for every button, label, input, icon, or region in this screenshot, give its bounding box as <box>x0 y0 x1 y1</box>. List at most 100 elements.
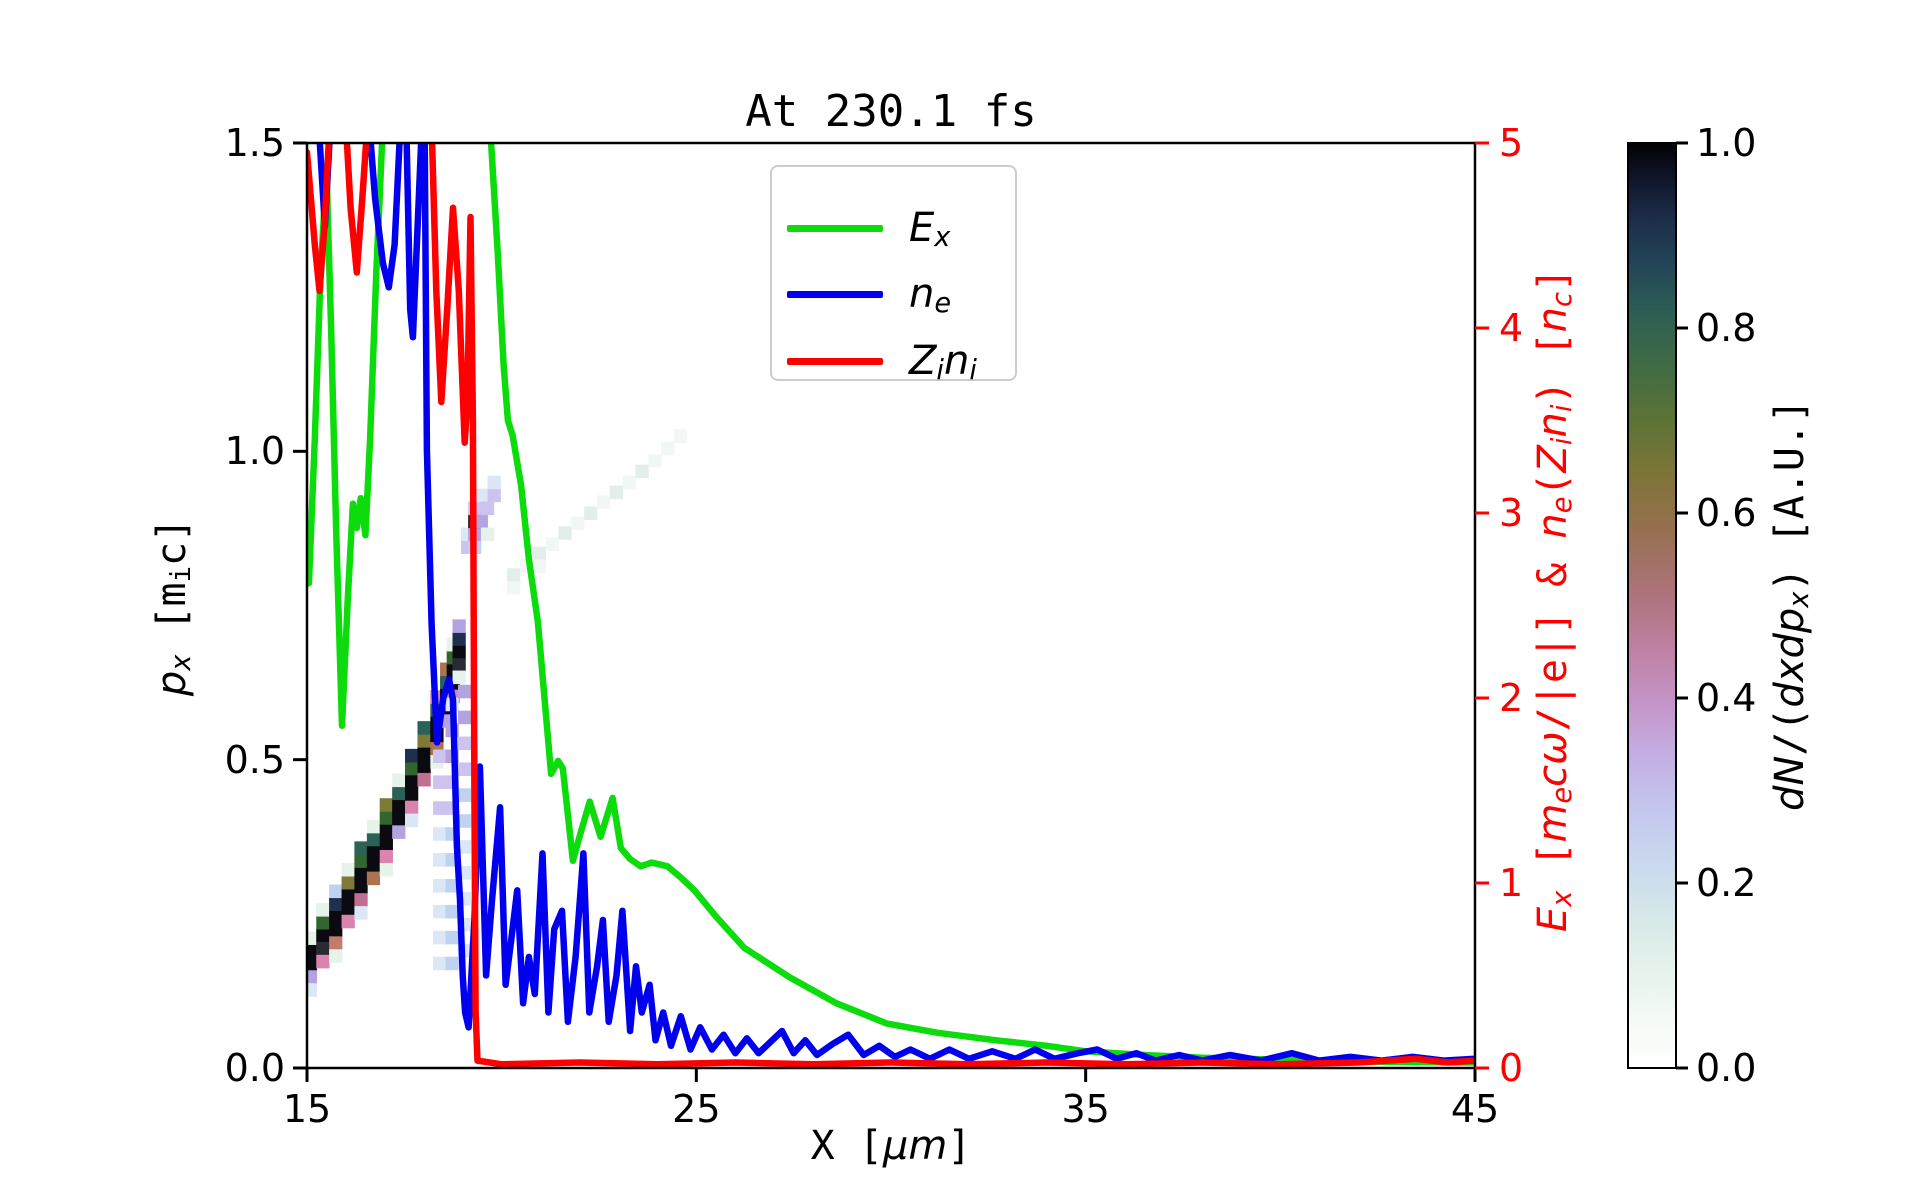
heatmap-cell <box>584 506 598 521</box>
heatmap-cell <box>392 773 406 788</box>
heatmap-cell <box>366 858 381 873</box>
plot-frame <box>305 141 1477 1070</box>
heatmap-cell <box>648 454 662 468</box>
heatmap-cell <box>507 568 521 582</box>
heatmap-cell <box>480 501 495 516</box>
series-line-ne <box>316 143 1475 1064</box>
legend-item-Zini: Zini <box>787 338 977 386</box>
x-axis-label: X [μm] <box>810 1123 972 1169</box>
series-line-Zini <box>307 143 1475 1068</box>
x-tick-label: 35 <box>1061 1087 1110 1131</box>
heatmap-cell <box>405 813 419 828</box>
heatmap-cell <box>329 897 343 912</box>
heatmap-cell <box>433 904 447 919</box>
heatmap-cell <box>457 710 472 725</box>
heatmap-cell <box>609 485 624 500</box>
heatmap-cell <box>341 862 355 877</box>
heatmap-cell <box>316 954 330 969</box>
heatmap-cell <box>532 546 546 561</box>
heatmap-cell <box>433 801 447 815</box>
heatmap-cell <box>366 832 381 847</box>
colorbar-tick-label: 0.6 <box>1696 491 1757 535</box>
heatmap-cell <box>457 788 472 802</box>
heatmap-cell <box>452 658 466 672</box>
colorbar-tick-label: 1.0 <box>1696 121 1757 165</box>
colorbar-tick-label: 0.2 <box>1696 861 1757 905</box>
y-axis-left-label: px [mic] <box>149 517 197 697</box>
heatmap-cell <box>622 475 636 490</box>
heatmap-cell <box>341 875 355 890</box>
y-axis-right-label: Ex [mecω/|e|] & ne(Zini) [nc] <box>1530 267 1578 933</box>
heatmap-cell <box>674 429 688 443</box>
heatmap-cell <box>354 841 368 855</box>
heatmap-cell <box>445 930 459 945</box>
heatmap-cell <box>433 775 447 789</box>
heatmap-cell <box>379 850 393 864</box>
heatmap-cell <box>392 825 406 839</box>
heatmap-cell <box>417 734 431 748</box>
heatmap-cell <box>635 464 649 479</box>
heatmap-cell <box>366 819 381 834</box>
heatmap-cell <box>316 928 330 943</box>
colorbar-label: dN/(dxdpx) [A.U.] <box>1767 398 1815 812</box>
heatmap-cell <box>457 684 472 699</box>
heatmap-cell <box>307 983 318 997</box>
heatmap-cell <box>379 824 393 838</box>
heatmap-cell <box>452 645 466 659</box>
heatmap-cell <box>366 845 381 860</box>
heatmap-cell <box>417 772 431 787</box>
y-left-tick-label: 0.0 <box>224 1046 285 1090</box>
heatmap-cell <box>392 799 406 813</box>
heatmap-cell <box>354 880 368 894</box>
heatmap-cell <box>307 931 318 945</box>
heatmap-cell <box>545 537 559 551</box>
heatmap-cell <box>487 488 501 503</box>
heatmap-cell <box>487 475 501 490</box>
heatmap-cell <box>445 904 459 919</box>
legend-label-Ex: Ex <box>909 205 951 253</box>
heatmap-cell <box>354 854 368 868</box>
heatmap-cell <box>452 619 466 633</box>
heatmap-cell <box>433 749 447 764</box>
heatmap-cell <box>417 721 431 735</box>
heatmap-cell <box>329 949 343 963</box>
colorbar-gradient <box>1628 143 1676 1068</box>
heatmap-cell <box>354 893 368 907</box>
legend-item-Ex: Ex <box>787 205 951 253</box>
colorbar-tick-label: 0.8 <box>1696 306 1757 350</box>
legend-item-ne: ne <box>787 271 951 319</box>
heatmap-cell <box>307 944 318 958</box>
heatmap-cell <box>457 762 472 776</box>
legend-line-Zini <box>787 357 883 365</box>
x-tick-label: 25 <box>672 1087 721 1131</box>
heatmap-cell <box>452 670 466 685</box>
x-tick-label: 45 <box>1450 1087 1500 1131</box>
legend-line-Ex <box>787 224 883 232</box>
heatmap-cell <box>366 871 381 886</box>
heatmap-cell <box>392 812 406 826</box>
y-right-tick-label: 0 <box>1499 1046 1524 1090</box>
heatmap-cell <box>417 747 431 761</box>
heatmap-cell <box>329 923 343 937</box>
heatmap-cell <box>405 774 419 789</box>
heatmap-cell <box>417 759 431 774</box>
heatmap-cell <box>571 516 585 530</box>
series-line-Ex <box>307 143 1475 1066</box>
heatmap-cell <box>474 488 488 503</box>
colorbar-tick-label: 0.0 <box>1696 1046 1757 1090</box>
y-left-tick-label: 0.5 <box>224 737 285 782</box>
y-left-tick-label: 1.0 <box>224 429 285 474</box>
y-right-tick-label: 1 <box>1499 861 1524 905</box>
heatmap-cell <box>379 798 393 812</box>
legend-box: Ex ne Zini <box>770 165 1017 386</box>
heatmap-cell <box>445 956 459 971</box>
heatmap-cell <box>392 786 406 801</box>
y-right-tick-label: 3 <box>1499 491 1524 535</box>
heatmap-cell <box>457 814 472 828</box>
heatmap-cell <box>405 748 419 763</box>
heatmap-cell <box>379 811 393 825</box>
heatmap-cell <box>405 787 419 802</box>
heatmap-cell <box>316 915 330 930</box>
